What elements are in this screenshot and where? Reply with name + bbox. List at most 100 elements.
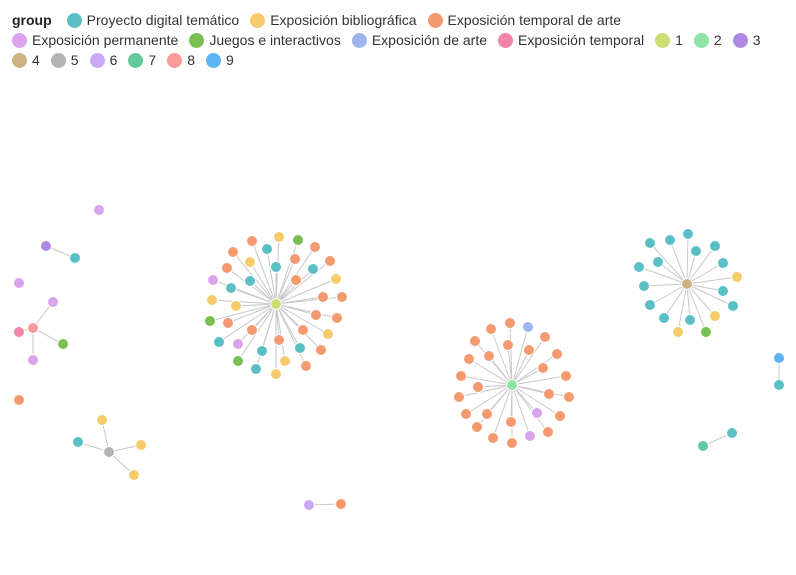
graph-node[interactable] xyxy=(709,240,721,252)
graph-node[interactable] xyxy=(690,245,702,257)
graph-node[interactable] xyxy=(93,204,105,216)
graph-node[interactable] xyxy=(72,436,84,448)
graph-node[interactable] xyxy=(96,414,108,426)
graph-node[interactable] xyxy=(487,432,499,444)
graph-node[interactable] xyxy=(232,355,244,367)
legend-item-4[interactable]: 4 xyxy=(12,51,40,69)
graph-node[interactable] xyxy=(310,309,322,321)
graph-node[interactable] xyxy=(644,299,656,311)
graph-node[interactable] xyxy=(460,408,472,420)
graph-node[interactable] xyxy=(652,256,664,268)
graph-node[interactable] xyxy=(322,328,334,340)
graph-node[interactable] xyxy=(523,344,535,356)
graph-node[interactable] xyxy=(324,255,336,267)
graph-node[interactable] xyxy=(554,410,566,422)
graph-node[interactable] xyxy=(232,338,244,350)
graph-node[interactable] xyxy=(542,426,554,438)
graph-node[interactable] xyxy=(522,321,534,333)
graph-node[interactable] xyxy=(700,326,712,338)
graph-node[interactable] xyxy=(551,348,563,360)
graph-node[interactable] xyxy=(270,261,282,273)
graph-node[interactable] xyxy=(644,237,656,249)
graph-node[interactable] xyxy=(47,296,59,308)
graph-node[interactable] xyxy=(279,355,291,367)
legend-item-3[interactable]: 3 xyxy=(732,31,760,49)
graph-node[interactable] xyxy=(289,253,301,265)
graph-node[interactable] xyxy=(505,416,517,428)
graph-node[interactable] xyxy=(13,394,25,406)
graph-node[interactable] xyxy=(455,370,467,382)
graph-node[interactable] xyxy=(672,326,684,338)
graph-node[interactable] xyxy=(684,314,696,326)
graph-node[interactable] xyxy=(270,298,282,310)
graph-node[interactable] xyxy=(27,322,39,334)
legend-item-exposicion-de-arte[interactable]: Exposición de arte xyxy=(351,31,487,49)
graph-node[interactable] xyxy=(472,381,484,393)
legend-item-2[interactable]: 2 xyxy=(693,31,722,49)
graph-node[interactable] xyxy=(40,240,52,252)
graph-node[interactable] xyxy=(69,252,81,264)
graph-node[interactable] xyxy=(697,440,709,452)
graph-node[interactable] xyxy=(504,317,516,329)
legend-item-exposicion-temporal-arte[interactable]: Exposición temporal de arte xyxy=(427,11,621,29)
graph-node[interactable] xyxy=(244,275,256,287)
graph-node[interactable] xyxy=(563,391,575,403)
graph-node[interactable] xyxy=(292,234,304,246)
graph-node[interactable] xyxy=(227,246,239,258)
graph-node[interactable] xyxy=(303,499,315,511)
graph-node[interactable] xyxy=(709,310,721,322)
graph-node[interactable] xyxy=(297,324,309,336)
graph-node[interactable] xyxy=(531,407,543,419)
graph-node[interactable] xyxy=(681,278,693,290)
graph-node[interactable] xyxy=(273,231,285,243)
legend-item-exposicion-temporal[interactable]: Exposición temporal xyxy=(498,31,644,49)
graph-node[interactable] xyxy=(638,280,650,292)
legend-item-1[interactable]: 1 xyxy=(655,31,683,49)
graph-node[interactable] xyxy=(537,362,549,374)
graph-node[interactable] xyxy=(206,294,218,306)
legend-item-9[interactable]: 9 xyxy=(205,51,234,69)
graph-node[interactable] xyxy=(726,427,738,439)
graph-node[interactable] xyxy=(682,228,694,240)
graph-node[interactable] xyxy=(524,430,536,442)
graph-node[interactable] xyxy=(221,262,233,274)
graph-node[interactable] xyxy=(13,277,25,289)
graph-node[interactable] xyxy=(471,421,483,433)
graph-node[interactable] xyxy=(103,446,115,458)
graph-node[interactable] xyxy=(307,263,319,275)
legend-item-juegos-interactivos[interactable]: Juegos e interactivos xyxy=(189,31,341,49)
graph-node[interactable] xyxy=(27,354,39,366)
graph-node[interactable] xyxy=(250,363,262,375)
graph-node[interactable] xyxy=(543,388,555,400)
graph-node[interactable] xyxy=(204,315,216,327)
graph-node[interactable] xyxy=(717,285,729,297)
legend-item-exposicion-bibliografica[interactable]: Exposición bibliográfica xyxy=(250,11,417,29)
graph-node[interactable] xyxy=(246,235,258,247)
graph-node[interactable] xyxy=(727,300,739,312)
graph-node[interactable] xyxy=(244,256,256,268)
graph-node[interactable] xyxy=(331,312,343,324)
graph-node[interactable] xyxy=(273,334,285,346)
graph-node[interactable] xyxy=(335,498,347,510)
graph-node[interactable] xyxy=(506,379,518,391)
graph-node[interactable] xyxy=(222,317,234,329)
graph-node[interactable] xyxy=(270,368,282,380)
graph-node[interactable] xyxy=(13,326,25,338)
graph-node[interactable] xyxy=(336,291,348,303)
graph-node[interactable] xyxy=(330,273,342,285)
graph-node[interactable] xyxy=(560,370,572,382)
graph-node[interactable] xyxy=(717,257,729,269)
legend-item-5[interactable]: 5 xyxy=(50,51,79,69)
graph-node[interactable] xyxy=(294,342,306,354)
graph-node[interactable] xyxy=(135,439,147,451)
legend-item-proyecto-digital[interactable]: Proyecto digital temático xyxy=(66,11,239,29)
legend-item-6[interactable]: 6 xyxy=(89,51,117,69)
graph-node[interactable] xyxy=(539,331,551,343)
graph-node[interactable] xyxy=(300,360,312,372)
graph-node[interactable] xyxy=(502,339,514,351)
graph-node[interactable] xyxy=(309,241,321,253)
graph-node[interactable] xyxy=(463,353,475,365)
graph-node[interactable] xyxy=(207,274,219,286)
graph-node[interactable] xyxy=(290,274,302,286)
